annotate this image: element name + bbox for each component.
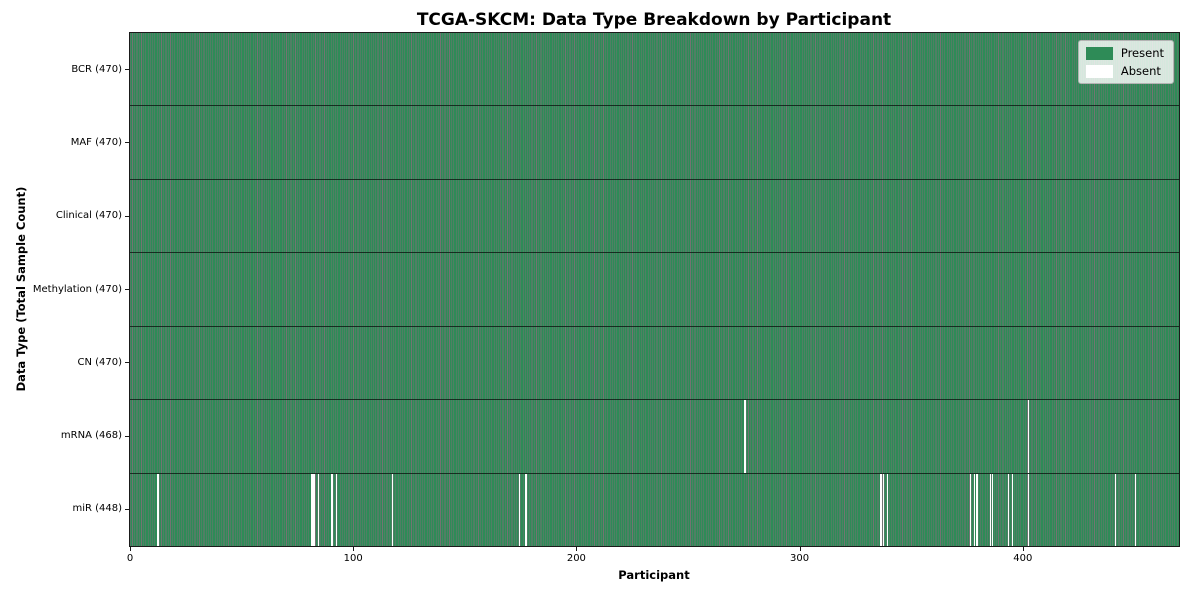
y-tick-mark (125, 69, 129, 71)
y-tick-label-clinical: Clinical (470) (55, 210, 122, 222)
x-tick-label-200: 200 (566, 553, 586, 564)
absent-cell (989, 473, 992, 546)
y-tick-mark (125, 289, 129, 290)
x-tick-label-0: 0 (126, 553, 134, 564)
absent-cell (311, 473, 313, 546)
heatmap-row-mrna (130, 400, 1179, 474)
heatmap-row-clinical (130, 179, 1179, 254)
legend-swatch-present (1085, 46, 1113, 60)
absent-cell (1027, 473, 1029, 546)
absent-cell (744, 400, 746, 473)
y-tick-label-methylation: Methylation (470) (32, 283, 122, 295)
absent-cell (882, 473, 884, 546)
y-tick-mark (125, 215, 129, 217)
x-tick-mark-200 (576, 547, 578, 551)
absent-cell (976, 473, 978, 546)
y-tick-label-bcr: BCR (470) (71, 63, 122, 75)
y-tick-label-mir: miR (448) (72, 503, 122, 515)
absent-cell (313, 473, 315, 546)
absent-cell (331, 473, 333, 546)
x-tick-mark-100 (353, 547, 355, 551)
legend-entry-absent: Absent (1085, 64, 1164, 78)
absent-cell (525, 473, 527, 546)
legend: Present Absent (1077, 40, 1174, 84)
heatmap-row-bcr (130, 33, 1179, 107)
absent-cell (1114, 473, 1117, 546)
absent-cell (880, 473, 882, 546)
x-tick-mark-300 (799, 547, 801, 551)
absent-cell (1012, 473, 1014, 546)
absent-cell (887, 473, 889, 546)
x-axis-label: Participant (618, 568, 690, 582)
heatmap-row-cn (130, 326, 1179, 401)
y-tick-mark (125, 362, 129, 364)
absent-cell (157, 473, 159, 546)
plot-area: Present Absent (129, 32, 1180, 547)
absent-cell (317, 473, 320, 546)
x-tick-label-300: 300 (790, 553, 810, 564)
absent-cell (518, 473, 521, 546)
chart-title: TCGA-SKCM: Data Type Breakdown by Partic… (416, 10, 892, 30)
y-tick-mark (125, 435, 129, 437)
absent-cell (335, 473, 338, 546)
heatmap-row-mir (130, 473, 1179, 546)
x-tick-mark-0 (130, 547, 131, 551)
x-tick-label-100: 100 (343, 553, 363, 564)
absent-cell (1134, 473, 1137, 546)
absent-cell (1007, 473, 1009, 546)
legend-entry-present: Present (1085, 46, 1164, 60)
absent-cell (391, 473, 393, 546)
legend-label: Absent (1120, 64, 1161, 78)
legend-swatch-absent (1085, 64, 1113, 78)
x-tick-mark-400 (1022, 547, 1024, 551)
heatmap-row-maf (130, 106, 1179, 180)
absent-cell (969, 473, 971, 546)
y-tick-mark (125, 142, 129, 144)
y-tick-mark (125, 508, 129, 510)
y-tick-label-cn: CN (470) (77, 356, 122, 368)
y-tick-label-maf: MAF (470) (70, 136, 122, 148)
heatmap-row-methylation (130, 253, 1179, 327)
absent-cell (991, 473, 994, 546)
absent-cell (974, 473, 976, 546)
y-tick-label-mrna: mRNA (468) (60, 430, 122, 442)
legend-label: Present (1120, 46, 1164, 60)
absent-cell (1027, 400, 1029, 473)
x-tick-label-400: 400 (1013, 553, 1033, 564)
heatmap-rows (130, 33, 1179, 546)
